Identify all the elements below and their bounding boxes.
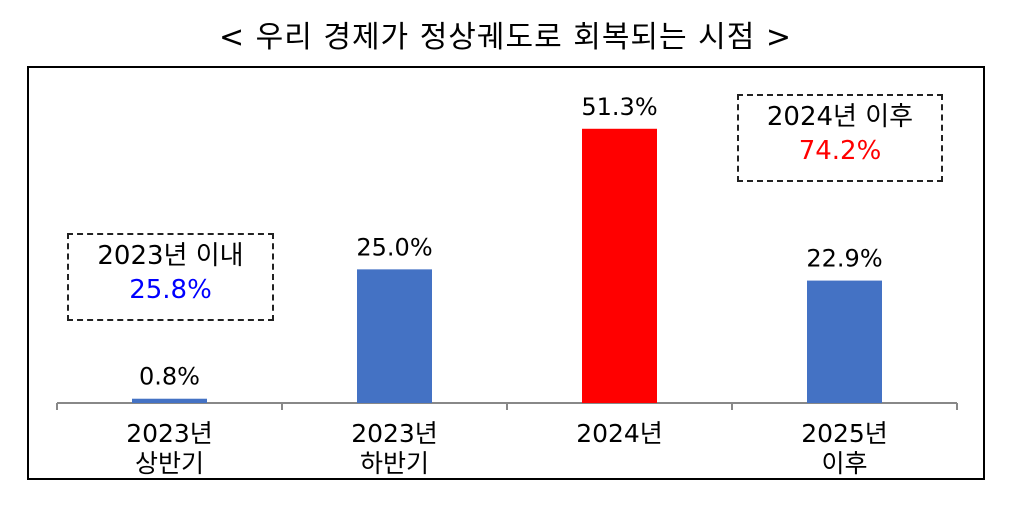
callout-before-2023-end: 2023년 이내 25.8% [67,233,274,321]
callout-left-value: 25.8% [129,275,212,305]
bar-1 [132,398,207,403]
bar-3 [582,128,657,403]
x-tick-label-2-2: 하반기 [360,449,429,478]
callout-after-2024: 2024년 이후 74.2% [737,94,943,182]
data-label-2: 25.0% [356,233,432,261]
callout-right-value: 74.2% [798,136,882,166]
data-label-3: 51.3% [581,93,657,121]
x-tick-label-1-1: 2023년 [126,419,213,448]
bar-4 [807,280,882,403]
x-tick-label-4-1: 2025년 [801,419,888,448]
x-tick-label-4-2: 이후 [821,449,867,478]
chart-frame [27,66,985,480]
bar-2 [357,269,432,403]
data-label-1: 0.8% [139,363,200,391]
data-label-4: 22.9% [806,245,882,273]
callout-right-label: 2024년 이후 [766,102,914,132]
x-tick-label-3-1: 2024년 [576,419,663,448]
callout-left-label: 2023년 이내 [97,241,244,271]
x-tick-label-1-2: 상반기 [135,449,204,478]
chart-title: < 우리 경제가 정상궤도로 회복되는 시점 > [218,20,793,55]
x-tick-label-2-1: 2023년 [351,419,438,448]
